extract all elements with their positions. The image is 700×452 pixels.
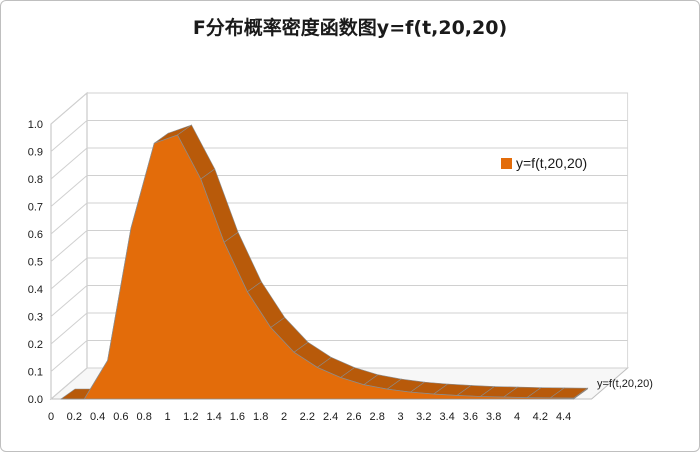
legend-label: y=f(t,20,20) (516, 155, 588, 171)
gridline (50, 285, 628, 317)
x-tick-label: 1.4 (206, 411, 221, 423)
y-tick-label: 0.6 (28, 229, 43, 241)
gridline (50, 257, 628, 290)
x-tick-label: 0.8 (137, 411, 152, 423)
x-tick-label: 0.6 (113, 411, 128, 423)
gridline (50, 230, 628, 262)
x-tick-label: 4.4 (556, 411, 571, 423)
y-tick-label: 0.0 (28, 394, 43, 406)
gridline (50, 202, 628, 235)
x-tick-label: 4.2 (533, 411, 548, 423)
gridline (50, 120, 628, 152)
series-area (61, 134, 574, 400)
gridline (50, 340, 628, 372)
x-tick-label: 2.8 (370, 411, 385, 423)
y-tick-label: 0.3 (28, 312, 43, 324)
x-tick-label: 0.2 (67, 411, 82, 423)
y-tick-label: 1.0 (28, 119, 43, 131)
x-tick-label: 1.6 (230, 411, 245, 423)
y-tick-label: 0.4 (28, 284, 43, 296)
x-tick-label: 2.2 (300, 411, 315, 423)
x-tick-label: 1.2 (183, 411, 198, 423)
x-tick-label: 2 (281, 411, 287, 423)
x-tick-label: 1 (164, 411, 170, 423)
y-tick-label: 0.1 (28, 367, 43, 379)
x-tick-label: 2.6 (346, 411, 361, 423)
x-tick-label: 3.6 (463, 411, 478, 423)
legend: y=f(t,20,20) (501, 155, 587, 171)
y-tick-label: 0.9 (28, 147, 43, 159)
gridline (50, 175, 628, 207)
y-tick-label: 0.5 (28, 257, 43, 269)
y-tick-label: 0.8 (28, 174, 43, 186)
x-tick-label: 3.4 (439, 411, 454, 423)
gridline (50, 312, 628, 345)
depth-axis-label: y=f(t,20,20) (597, 378, 653, 390)
y-tick-label: 0.2 (28, 339, 43, 351)
chart-title: F分布概率密度函数图y=f(t,20,20) (192, 17, 508, 39)
x-tick-label: 0.4 (90, 411, 105, 423)
gridline (50, 92, 628, 125)
gridline (50, 367, 628, 400)
x-tick-label: 2.4 (323, 411, 338, 423)
x-tick-label: 3.2 (416, 411, 431, 423)
x-tick-label: 3.8 (486, 411, 501, 423)
y-tick-label: 0.7 (28, 202, 43, 214)
gridline (50, 147, 628, 180)
x-tick-label: 0 (48, 411, 54, 423)
x-tick-label: 4 (514, 411, 520, 423)
x-tick-label: 1.8 (253, 411, 268, 423)
x-tick-label: 3 (397, 411, 403, 423)
legend-swatch (501, 157, 512, 169)
